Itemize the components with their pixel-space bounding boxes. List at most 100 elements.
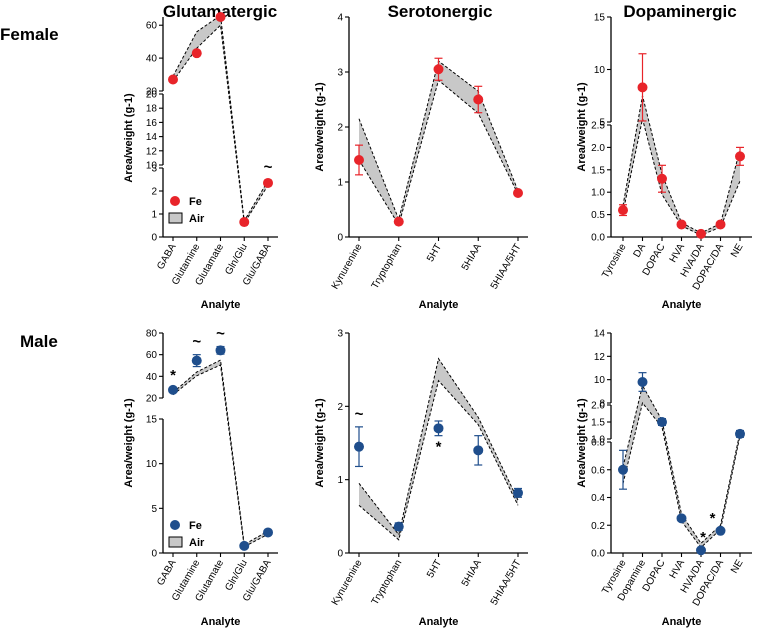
x-tick-label: GABA <box>155 558 179 588</box>
air-band-lower <box>172 24 269 225</box>
fe-point <box>637 82 648 93</box>
y-tick-label: 2.0 <box>591 143 605 154</box>
y-tick-label: 3 <box>151 164 157 175</box>
fe-point <box>263 527 273 538</box>
air-band <box>173 360 268 547</box>
fe-point <box>215 345 226 356</box>
significance-annotation: * <box>170 367 176 384</box>
chart-title: Serotonergic <box>388 2 493 21</box>
air-band-upper <box>172 14 269 223</box>
chart-f-dopa: Dopaminergic Area/weight (g-1) 0.0 0.5 1.0 1.… <box>576 2 752 311</box>
significance-annotation: * <box>700 529 706 546</box>
y-axis-label: Area/weight (g-1) <box>314 82 326 172</box>
y-tick-label: 0 <box>151 233 157 244</box>
x-tick-label: Tyrosine <box>600 242 629 281</box>
y-tick-label: 2 <box>337 123 343 134</box>
air-band-upper <box>172 359 269 546</box>
fe-point <box>239 217 250 228</box>
y-tick-label: 18 <box>146 104 158 115</box>
y-tick-label: 0.6 <box>591 465 605 476</box>
fe-point <box>676 219 687 230</box>
fe-point <box>191 48 202 59</box>
air-band-lower <box>622 401 741 549</box>
fe-point <box>715 525 726 536</box>
x-tick-label: GABA <box>155 242 179 272</box>
y-tick-label: 2.5 <box>591 121 605 132</box>
fe-point <box>676 513 687 524</box>
significance-annotation: ~ <box>355 406 364 423</box>
significance-annotation: ~ <box>264 159 273 176</box>
legend-air-marker <box>168 212 183 224</box>
chart-title: Glutamatergic <box>163 2 277 21</box>
chart-f-sero: Serotonergic Area/weight (g-1) 0 1 2 3 4 Kynure… <box>314 2 528 311</box>
x-tick-label: HVA <box>668 558 688 581</box>
y-tick-label: 10 <box>594 65 606 76</box>
x-tick-label: 5HIAA/5HT <box>489 242 524 291</box>
y-tick-label: 10 <box>146 161 158 172</box>
fe-point <box>215 12 226 22</box>
air-band-upper <box>622 384 741 545</box>
fe-point <box>618 464 628 475</box>
y-tick-label: 0.8 <box>591 438 605 449</box>
fe-point <box>618 205 628 216</box>
air-band <box>359 61 518 225</box>
fe-point <box>473 445 484 456</box>
air-band-lower <box>172 364 269 548</box>
y-tick-label: 16 <box>146 118 158 129</box>
fe-point <box>239 540 250 551</box>
y-tick-label: 14 <box>594 329 606 340</box>
y-tick-label: 0 <box>337 549 343 560</box>
fe-point <box>735 151 745 162</box>
x-tick-label: Kynurenine <box>330 242 365 292</box>
x-tick-label: Kynurenine <box>330 558 365 608</box>
y-tick-label: 4 <box>337 13 343 24</box>
y-tick-label: 3 <box>337 329 343 340</box>
legend-fe-label: Fe <box>189 520 202 532</box>
y-tick-label: 1.0 <box>591 435 605 446</box>
fe-point <box>191 355 202 366</box>
y-axis-label: Area/weight (g-1) <box>123 93 135 183</box>
fe-point <box>354 155 364 165</box>
y-tick-label: 0.0 <box>591 549 605 560</box>
fe-point <box>657 417 667 427</box>
fe-point <box>168 384 178 395</box>
y-tick-label: 1 <box>337 475 343 486</box>
y-tick-label: 0.5 <box>591 210 605 221</box>
chart-title: Dopaminergic <box>623 2 736 21</box>
significance-annotation: * <box>436 439 442 456</box>
air-band-lower <box>358 379 519 541</box>
y-tick-label: 2 <box>337 402 343 413</box>
x-axis-label: Analyte <box>201 616 241 628</box>
fe-point <box>657 173 667 184</box>
fe-point <box>513 487 523 498</box>
x-axis-label: Analyte <box>201 299 241 311</box>
fe-point <box>715 219 726 230</box>
fe-point <box>513 188 523 198</box>
x-tick-label: 5HT <box>425 558 444 580</box>
fe-point <box>263 177 273 188</box>
y-tick-label: 1.0 <box>591 188 605 199</box>
air-band <box>173 15 268 224</box>
significance-annotation: ~ <box>192 334 201 351</box>
fe-point <box>168 74 178 85</box>
x-axis-label: Analyte <box>419 616 459 628</box>
y-tick-label: 0.2 <box>591 521 605 532</box>
fe-point <box>354 441 364 452</box>
y-tick-label: 2 <box>151 187 157 198</box>
y-tick-label: 1 <box>151 210 157 221</box>
y-tick-label: 10 <box>146 459 158 470</box>
y-tick-label: 12 <box>146 146 158 157</box>
x-tick-label: 5HIAA <box>460 558 484 589</box>
y-tick-label: 14 <box>146 132 158 143</box>
x-tick-label: HVA <box>668 242 688 265</box>
significance-annotation: ~ <box>216 326 225 343</box>
y-tick-label: 0.4 <box>591 493 605 504</box>
y-tick-label: 0.0 <box>591 233 605 244</box>
chart-m-sero: Area/weight (g-1) 0 1 2 3 Kynurenine Tryptopha… <box>314 329 528 628</box>
x-axis-label: Analyte <box>662 616 702 628</box>
x-tick-label: Tryptophan <box>370 558 405 607</box>
y-axis-label: Area/weight (g-1) <box>314 398 326 488</box>
y-tick-label: 1.5 <box>591 165 605 176</box>
